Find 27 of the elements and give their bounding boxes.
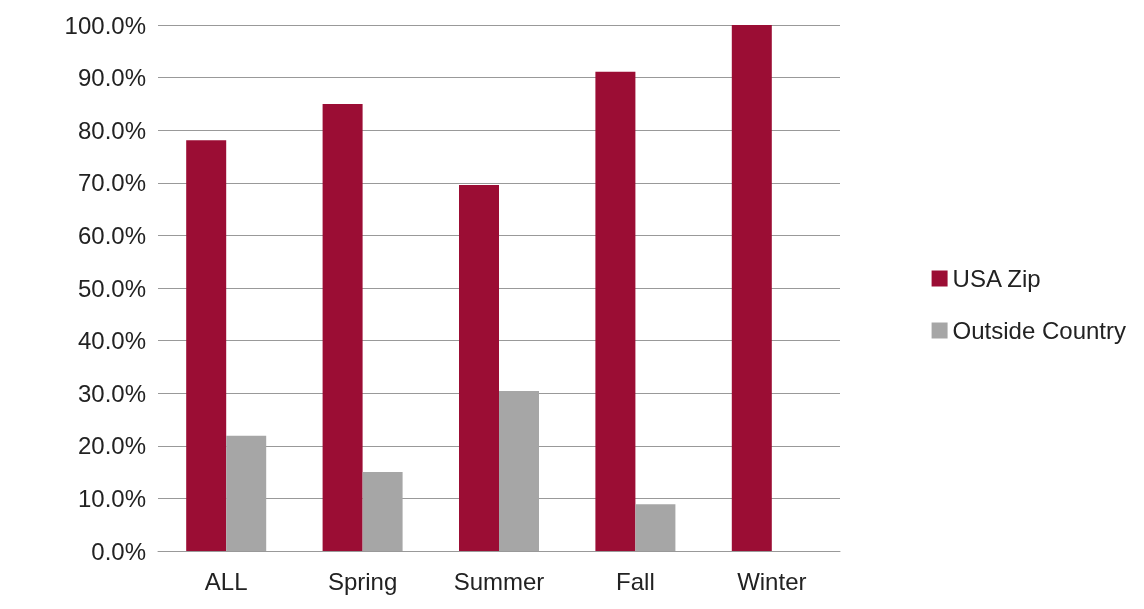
y-tick-label: 100.0% [64,11,146,39]
y-tick-label: 80.0% [77,116,146,144]
y-tick-label: 90.0% [77,64,146,92]
x-tick-label: Fall [616,567,655,595]
bar [362,472,403,551]
bar [322,103,363,551]
bar [595,71,636,551]
bar [731,25,772,551]
x-tick-label: Winter [737,567,807,595]
y-tick-label: 70.0% [77,169,146,197]
x-tick-label: Spring [327,567,398,595]
y-tick-label: 30.0% [77,379,146,407]
bar [499,391,539,551]
legend-label: Outside Country [952,317,1127,344]
y-tick-label: 50.0% [77,274,146,302]
bar [459,184,499,551]
y-tick-label: 40.0% [77,327,146,355]
y-tick-label: 10.0% [77,484,146,512]
y-tick-label: 60.0% [77,221,146,249]
x-tick-label: Summer [453,567,545,595]
legend-label: USA Zip [952,265,1041,292]
bar [635,504,676,551]
bar [186,140,227,551]
y-tick-label: 20.0% [77,432,146,460]
bar [226,435,267,551]
x-tick-label: ALL [204,567,248,595]
y-tick-label: 0.0% [91,537,146,565]
